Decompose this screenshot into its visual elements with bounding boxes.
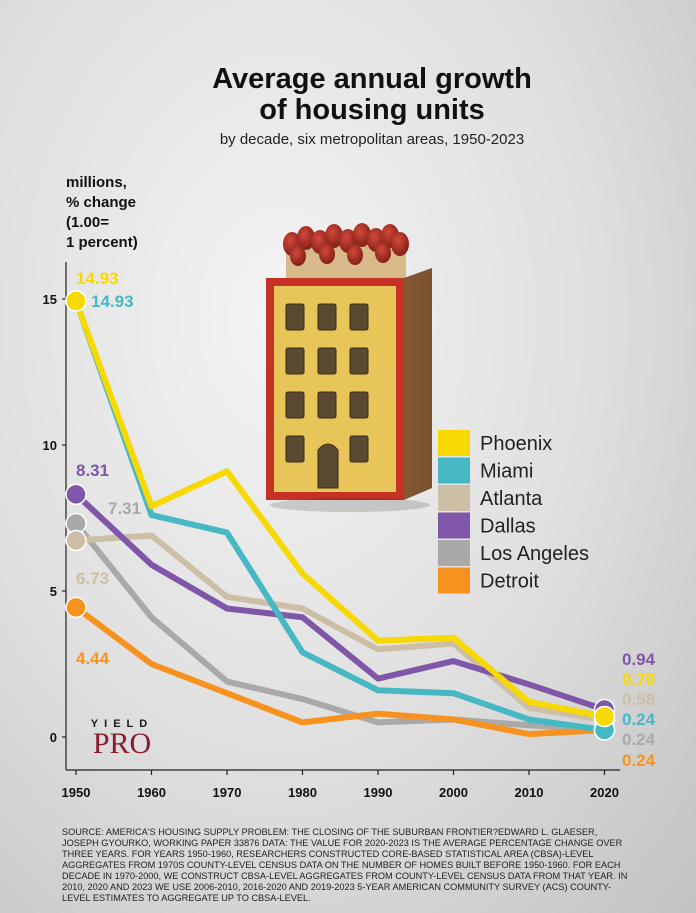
x-tick-label: 1970 [213, 785, 242, 800]
legend-label: Dallas [480, 516, 536, 538]
series-start-label: 6.73 [76, 569, 109, 588]
window-icon [317, 347, 337, 375]
series-line [73, 298, 608, 720]
series-end-marker [593, 705, 616, 728]
match-heads [283, 223, 409, 282]
window-icon [317, 303, 337, 331]
chart-title-line2: of housing units [259, 94, 485, 126]
series-line [73, 532, 608, 724]
window-icon [285, 303, 305, 331]
legend-label: Detroit [480, 571, 539, 593]
series-start-marker [65, 529, 87, 552]
series-end-label: 0.70 [622, 670, 655, 689]
legend-swatch [438, 430, 470, 456]
x-tick-label: 2000 [439, 785, 468, 800]
legend: Phoenix Miami Atlanta Dallas Los Angeles Detr… [438, 430, 589, 594]
series-start-marker [65, 596, 87, 619]
x-tick-label: 2010 [515, 785, 544, 800]
series-end-label: 0.24 [622, 730, 656, 749]
series-end-label: 0.24 [622, 751, 656, 770]
legend-label: Phoenix [480, 433, 552, 455]
x-tick-label: 1990 [364, 785, 393, 800]
legend-swatch [438, 567, 470, 594]
series-line [73, 491, 608, 713]
window-icon [349, 347, 369, 375]
window-icon [285, 435, 305, 463]
matchbox-illustration [266, 223, 432, 512]
window-icon [349, 391, 369, 419]
y-unit-line2: % change [66, 194, 136, 211]
y-tick-label: 5 [50, 584, 57, 599]
window-icon [349, 303, 369, 331]
logo-bottom: PRO [92, 727, 152, 760]
window-icon [285, 347, 305, 375]
series-end-label: 0.94 [622, 650, 656, 669]
legend-label: Miami [480, 461, 533, 483]
y-tick-label: 0 [50, 730, 57, 745]
source-note: Source: America's Housing Supply Problem… [62, 827, 628, 903]
y-unit-line3: (1.00= [66, 214, 109, 231]
series-start-label: 14.93 [76, 269, 119, 288]
series-line [73, 520, 608, 733]
series-start-label: 4.44 [76, 649, 110, 668]
window-icon [285, 391, 305, 419]
x-tick-label: 2020 [590, 785, 619, 800]
chart-subtitle: by decade, six metropolitan areas, 1950-… [220, 131, 524, 148]
y-tick-label: 15 [43, 292, 57, 307]
window-icon [349, 435, 369, 463]
x-tick-label: 1980 [288, 785, 317, 800]
legend-swatch [438, 540, 470, 566]
y-unit-line1: millions, [66, 174, 127, 191]
legend-swatch [438, 512, 470, 539]
legend-swatch [438, 485, 470, 511]
y-unit-line4: 1 percent) [66, 234, 138, 251]
series-line [73, 298, 608, 733]
y-tick-label: 10 [43, 438, 57, 453]
series-start-marker [65, 290, 87, 312]
legend-label: Atlanta [480, 488, 543, 510]
series-start-label: 14.93 [91, 292, 134, 311]
x-tick-label: 1950 [62, 785, 91, 800]
window-icon [317, 391, 337, 419]
yieldpro-logo: YIELD PRO [86, 718, 158, 760]
series-start-marker [65, 483, 87, 506]
series-end-label: 0.58 [622, 690, 655, 709]
door-icon [317, 443, 339, 489]
legend-swatch [438, 457, 470, 484]
series-start-label: 8.31 [76, 461, 109, 480]
series-end-label: 0.24 [622, 710, 656, 729]
series-line [73, 604, 608, 738]
series-start-label: 7.31 [108, 499, 141, 518]
logo-top: YIELD [90, 718, 154, 730]
legend-label: Los Angeles [480, 543, 589, 565]
x-tick-label: 1960 [137, 785, 166, 800]
chart-title-line1: Average annual growth [212, 63, 532, 95]
